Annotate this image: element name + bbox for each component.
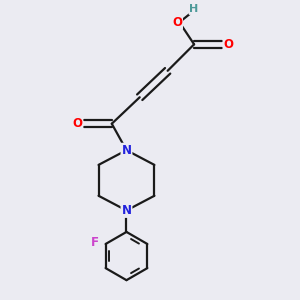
Text: N: N	[122, 144, 131, 157]
Text: O: O	[72, 117, 82, 130]
Text: O: O	[224, 38, 233, 51]
Text: O: O	[172, 16, 182, 29]
Text: H: H	[190, 4, 199, 14]
Text: N: N	[122, 204, 131, 217]
Text: F: F	[91, 236, 99, 249]
